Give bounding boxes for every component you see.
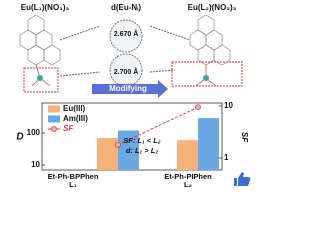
- y-tick-label: 10: [31, 160, 40, 169]
- zoom-circle: [109, 19, 143, 53]
- annotation: SF: L₁ < L₂: [123, 136, 161, 145]
- legend-label: Am(III): [63, 114, 88, 123]
- highlight-box: [171, 61, 243, 87]
- x-tick-label: Et-Ph-BPPhen: [48, 172, 99, 181]
- connector: [149, 25, 191, 41]
- left-title: Eu(L₁)(NO₃)₃: [21, 3, 70, 12]
- bar: [177, 140, 198, 170]
- sf-point: [115, 141, 121, 148]
- legend-label: Eu(III): [63, 104, 86, 113]
- eu-atom: [37, 75, 43, 81]
- bar: [198, 118, 219, 170]
- y2-tick-label: 1: [224, 153, 229, 162]
- y2-axis-label: SF: [240, 132, 249, 143]
- legend-label: SF: [63, 124, 74, 133]
- legend-swatch: [48, 115, 60, 123]
- right-title: Eu(L₂)(NO₃)₃: [188, 3, 237, 12]
- y-tick-label: 100: [27, 128, 41, 137]
- thumbs-up: [234, 172, 251, 186]
- x-tick-sublabel: L₂: [184, 180, 192, 189]
- distance-label: 2.700 Å: [114, 67, 139, 76]
- figure: Eu(L₁)(NO₃)₃ d(Eu-Nᵢ) Eu(L₂)(NO₃)₃ 2.670…: [16, 3, 251, 189]
- highlight-box: [23, 67, 59, 93]
- sf-point: [195, 104, 201, 111]
- arrow: [92, 80, 168, 98]
- legend-swatch: [48, 105, 60, 113]
- molecule-left: [19, 14, 61, 87]
- legend-marker: [51, 126, 57, 132]
- connector: [59, 71, 101, 77]
- bar: [97, 138, 118, 170]
- x-tick-sublabel: L₁: [69, 180, 77, 189]
- arrow-label: Modifying: [109, 84, 147, 93]
- y2-tick-label: 10: [224, 101, 233, 110]
- center-title: d(Eu-Nᵢ): [111, 3, 141, 12]
- eu-atom: [203, 75, 209, 81]
- x-tick-label: Et-Ph-PIPhen: [164, 172, 212, 181]
- connector: [59, 25, 101, 41]
- bar: [118, 130, 139, 170]
- molecule-right: [189, 14, 231, 87]
- distance-label: 2.670 Å: [114, 29, 139, 38]
- annotation: d: L₁ > L₂: [126, 146, 159, 155]
- y-axis-label: D: [16, 132, 23, 143]
- connector: [149, 69, 176, 73]
- sf-line: [117, 106, 199, 146]
